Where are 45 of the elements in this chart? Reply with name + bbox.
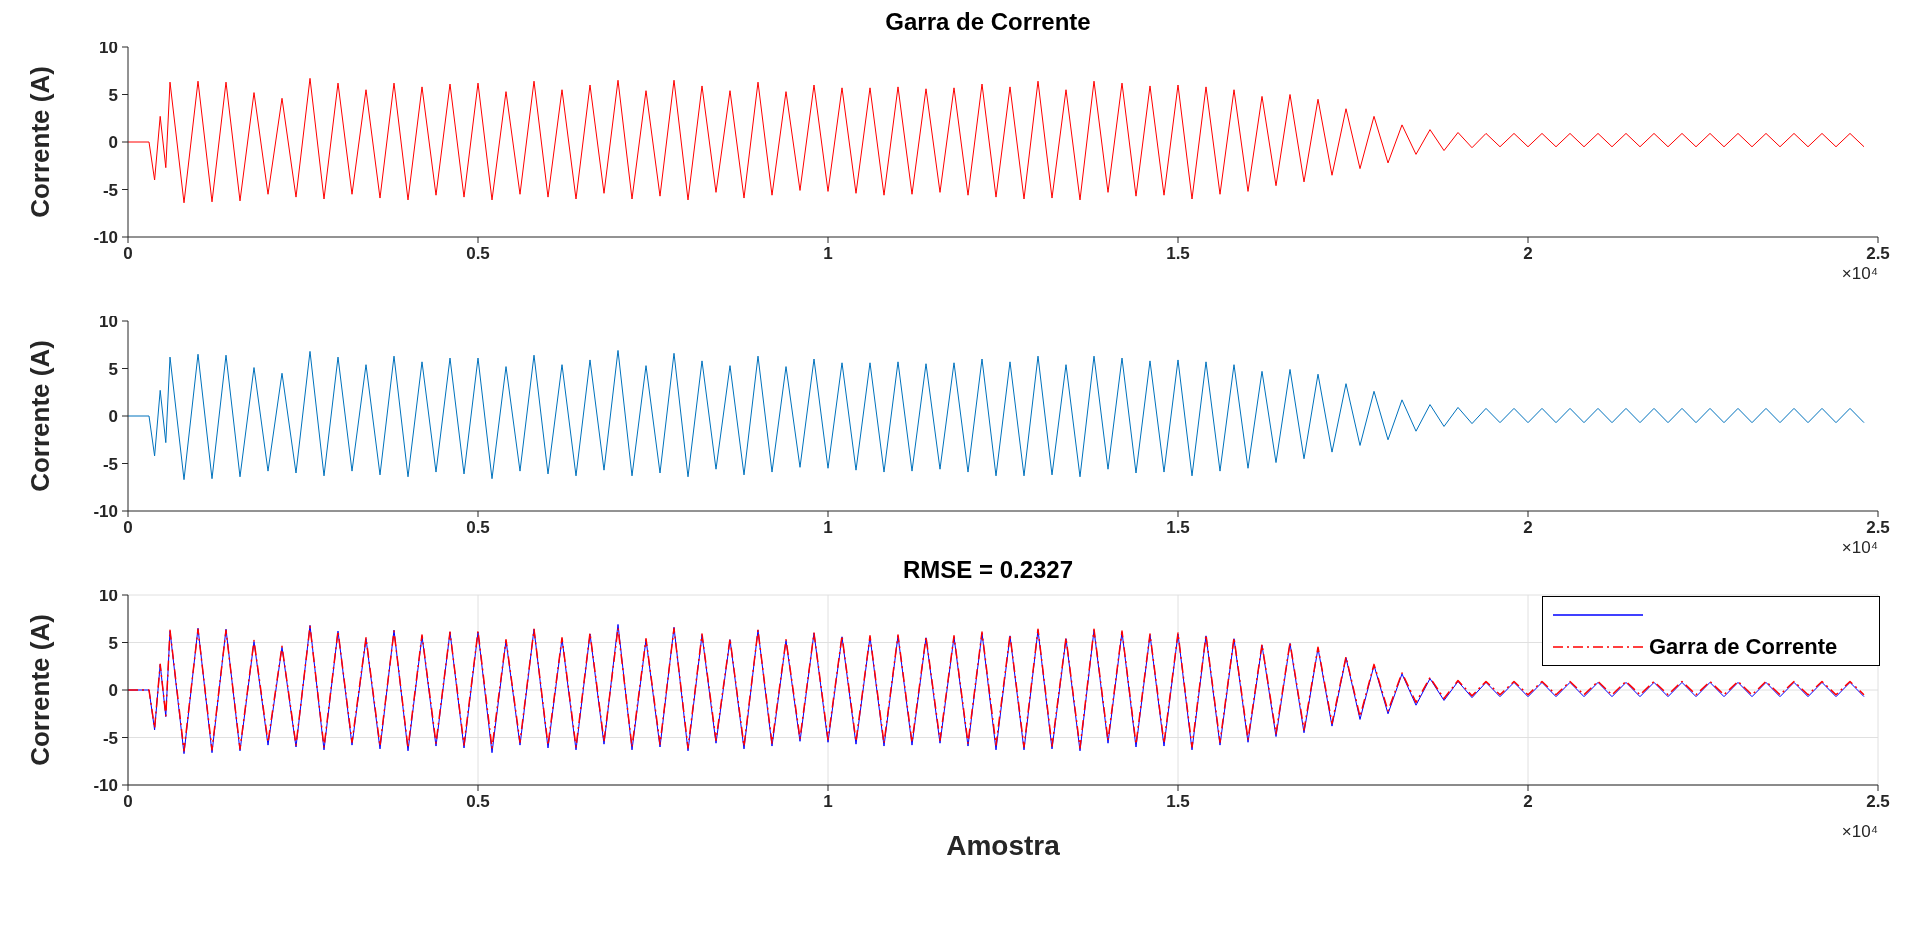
y-tick-label: 5 <box>108 359 118 379</box>
x-tick-label: 1 <box>823 518 833 538</box>
x-tick-label: 0 <box>123 244 133 264</box>
line-series <box>128 349 1865 481</box>
y-tick-label: 10 <box>99 312 118 332</box>
line-series <box>128 77 1865 204</box>
x-tick-label: 2.5 <box>1866 244 1890 264</box>
chart-title: RMSE = 0.2327 <box>902 556 1074 583</box>
y-tick-label: 5 <box>108 85 118 105</box>
text: ×10⁴ <box>1841 264 1878 284</box>
x-tick-label: 2.5 <box>1866 518 1890 538</box>
x-tick-label: 1 <box>823 792 833 812</box>
y-tick-label: 10 <box>99 586 118 606</box>
y-tick-label: 10 <box>99 38 118 58</box>
text: ×10⁴ <box>1841 538 1878 558</box>
y-tick-label: 5 <box>108 633 118 653</box>
x-tick-label: 0.5 <box>466 244 490 264</box>
x-tick-label: 2.5 <box>1866 792 1890 812</box>
x-tick-label: 0 <box>123 792 133 812</box>
y-axis-title: Corrente (A) <box>25 340 56 492</box>
y-tick-label: 0 <box>108 407 118 427</box>
x-tick-label: 2 <box>1523 792 1533 812</box>
legend-label: Garra de Corrente <box>1649 634 1839 660</box>
y-axis-title: Corrente (A) <box>25 66 56 218</box>
x-tick-label: 0 <box>123 518 133 538</box>
x-tick-label: 1.5 <box>1166 244 1190 264</box>
x-tick-label: 1 <box>823 244 833 264</box>
y-tick-label: -5 <box>102 728 118 748</box>
y-tick-label: -5 <box>102 454 118 474</box>
text: ×10⁴ <box>1841 822 1878 842</box>
x-tick-label: 0.5 <box>466 792 490 812</box>
y-tick-label: 0 <box>108 681 118 701</box>
x-axis-title: Amostra <box>946 830 1061 861</box>
x-tick-label: 2 <box>1523 244 1533 264</box>
y-tick-label: 0 <box>108 133 118 153</box>
y-axis-title: Corrente (A) <box>25 614 56 766</box>
y-tick-label: -10 <box>93 776 118 796</box>
y-tick-label: -10 <box>93 228 118 248</box>
y-tick-label: -10 <box>93 502 118 522</box>
chart-title: Garra de Corrente <box>885 8 1091 35</box>
y-tick-label: -5 <box>102 180 118 200</box>
x-tick-label: 1.5 <box>1166 518 1190 538</box>
x-tick-label: 1.5 <box>1166 792 1190 812</box>
x-tick-label: 2 <box>1523 518 1533 538</box>
x-tick-label: 0.5 <box>466 518 490 538</box>
